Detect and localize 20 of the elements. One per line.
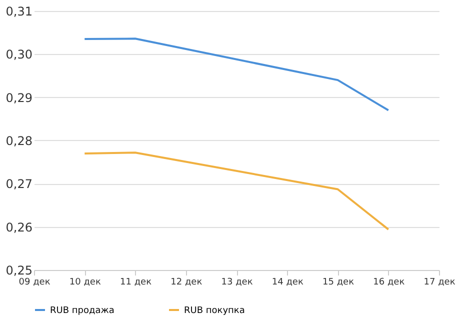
y-tick-label: 0,26 [6, 220, 32, 234]
x-tick-label: 12 дек [170, 278, 203, 288]
legend-label: RUB продажа [50, 306, 114, 316]
y-tick-label: 0,30 [6, 48, 32, 62]
x-tick-label: 15 дек [322, 278, 355, 288]
y-tick-label: 0,27 [6, 177, 32, 192]
y-tick-label: 0,31 [6, 4, 32, 18]
line-series [84, 152, 390, 230]
x-tick-label: 10 дек [69, 278, 102, 288]
x-tick-label: 11 дек [120, 278, 152, 288]
x-tick-label: 16 дек [373, 278, 406, 288]
x-tick-label: 13 дек [221, 278, 254, 288]
y-tick-label: 0,28 [6, 134, 32, 148]
y-tick-label: 0,29 [6, 90, 32, 105]
y-tick-label: 0,25 [6, 264, 32, 278]
x-tick-label: 14 дек [272, 278, 304, 288]
x-tick-label: 17 дек [424, 278, 456, 288]
line-series [84, 38, 390, 112]
x-tick-label: 09 дек [18, 278, 51, 288]
legend-label: RUB покупка [184, 306, 245, 316]
